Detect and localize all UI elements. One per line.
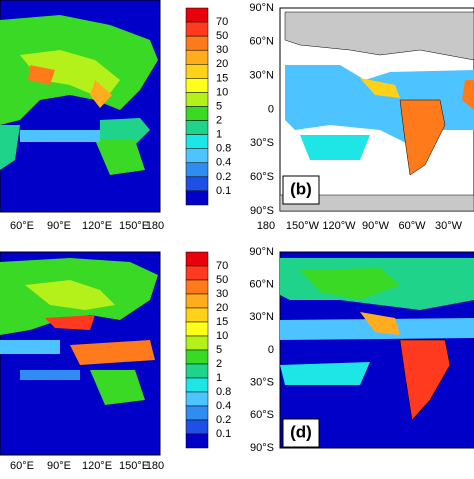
colorbar-label: 30 (216, 44, 228, 56)
colorbar-cell (185, 106, 209, 121)
colorbar-label: 0.1 (216, 428, 231, 440)
lon-label: 180 (257, 220, 275, 232)
colorbar-label: 10 (216, 86, 228, 98)
lon-label: 90°W (362, 220, 390, 232)
colorbar-cell (185, 7, 209, 23)
colorbar-cell (185, 92, 209, 107)
panel-label: (b) (290, 179, 312, 198)
colorbar-cell (185, 377, 209, 393)
lat-label: 60°S (250, 171, 274, 183)
colorbar-label: 50 (216, 30, 228, 42)
colorbar-label: 15 (216, 316, 228, 328)
lon-label: 120°W (322, 220, 356, 232)
colorbar-cell (185, 190, 209, 206)
colorbar-cell (185, 148, 209, 164)
colorbar-cell (185, 321, 209, 337)
lat-label: 30°S (250, 137, 274, 149)
colorbar-cell (185, 21, 209, 37)
lat-label: 0 (268, 103, 274, 115)
lon-label: 150°E (119, 220, 149, 232)
lat-label: 60°S (250, 409, 274, 421)
colorbar-label: 1 (216, 372, 222, 384)
colorbar-cell (185, 391, 209, 407)
lat-label: 90°S (250, 205, 274, 217)
colorbar-label: 20 (216, 302, 228, 314)
colorbar-cell (185, 78, 209, 93)
colorbar-label: 50 (216, 274, 228, 286)
lon-label: 90°E (47, 220, 71, 232)
lon-label: 120°E (82, 220, 112, 232)
lat-label: 90°S (250, 442, 274, 454)
colorbar-label: 5 (216, 344, 222, 356)
colorbar-label: 0.4 (216, 400, 231, 412)
lat-label: 30°S (250, 377, 274, 389)
lat-label: 90°N (249, 246, 274, 258)
colorbar-label: 2 (216, 358, 222, 370)
lat-label: 90°N (249, 2, 274, 14)
colorbar-cell (185, 134, 209, 149)
colorbar-label: 1 (216, 129, 222, 141)
lon-label: 120°E (82, 460, 112, 472)
colorbar-cell (185, 419, 209, 435)
colorbar-label: 20 (216, 58, 228, 70)
colorbar-cell (185, 433, 209, 449)
lon-label: 30°W (435, 220, 463, 232)
lat-label: 60°N (249, 279, 274, 291)
colorbar-label: 0.4 (216, 157, 231, 169)
colorbar-label: 70 (216, 16, 228, 28)
lon-label: 90°E (47, 460, 71, 472)
colorbar-label: 0.2 (216, 171, 231, 183)
colorbar-cell (185, 176, 209, 192)
colorbar-cell (185, 335, 209, 351)
colorbar-label: 15 (216, 72, 228, 84)
map-c (0, 251, 161, 456)
colorbar-label: 30 (216, 288, 228, 300)
colorbar-cell (185, 363, 209, 379)
colorbar-cell (185, 251, 209, 267)
colorbar-label: 10 (216, 330, 228, 342)
colorbar-label: 5 (216, 100, 222, 112)
lon-label: 180 (146, 220, 164, 232)
colorbar-label: 2 (216, 114, 222, 126)
colorbar-cell (185, 35, 209, 51)
lat-label: 60°N (249, 36, 274, 48)
colorbar-cell (185, 307, 209, 323)
colorbar-label: 0.8 (216, 386, 231, 398)
lon-label: 60°W (398, 220, 426, 232)
lat-label: 0 (268, 344, 274, 356)
colorbar-cell (185, 349, 209, 365)
panel-label-box (282, 418, 320, 448)
colorbar-cell (185, 49, 209, 65)
colorbar-label: 0.2 (216, 414, 231, 426)
colorbar-label: 0.8 (216, 143, 231, 155)
colorbar-cell (185, 162, 209, 178)
colorbar-cell (185, 265, 209, 281)
colorbar-label: 0.1 (216, 185, 231, 197)
colorbar-cell (185, 64, 209, 79)
colorbar-cell (185, 405, 209, 421)
colorbar-cell (185, 293, 209, 309)
lon-label: 60°E (10, 220, 34, 232)
colorbar-cell (185, 120, 209, 135)
panel-label: (d) (290, 422, 312, 441)
lat-label: 30°N (249, 311, 274, 323)
map-a (0, 0, 161, 213)
map-d (279, 251, 474, 449)
panel-label-box (282, 175, 320, 205)
lon-label: 150°W (286, 220, 320, 232)
lon-label: 150°E (119, 460, 149, 472)
colorbar-label: 70 (216, 260, 228, 272)
lon-label: 60°E (10, 460, 34, 472)
lon-label: 180 (146, 460, 164, 472)
lat-label: 30°N (249, 70, 274, 82)
colorbar-cell (185, 279, 209, 295)
